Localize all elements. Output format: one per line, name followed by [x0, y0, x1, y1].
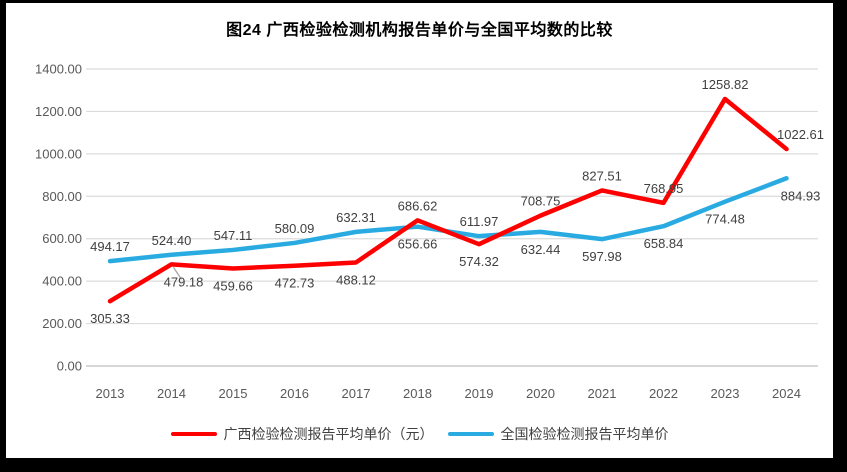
x-tick-label: 2023: [711, 386, 740, 401]
legend-line-swatch-red: [170, 432, 217, 436]
data-label-guangxi: 768.95: [644, 181, 684, 196]
data-label-guangxi: 1022.61: [777, 127, 824, 142]
x-tick-label: 2014: [157, 386, 186, 401]
y-tick-label: 1400.00: [35, 62, 82, 77]
data-label-national: 632.31: [336, 210, 376, 225]
data-label-guangxi: 1258.82: [702, 77, 749, 92]
data-label-guangxi: 708.75: [521, 194, 561, 209]
y-tick-label: 200.00: [42, 316, 82, 331]
data-label-national: 632.44: [521, 242, 561, 257]
x-tick-label: 2018: [403, 386, 432, 401]
x-tick-label: 2021: [588, 386, 617, 401]
legend-line-swatch-blue: [447, 432, 494, 436]
x-tick-label: 2020: [526, 386, 555, 401]
series-line-national: [107, 176, 789, 264]
data-label-national: 658.84: [644, 236, 684, 251]
data-label-guangxi: 305.33: [90, 311, 130, 326]
y-tick-label: 1200.00: [35, 104, 82, 119]
data-label-national: 597.98: [582, 249, 622, 264]
data-label-guangxi: 459.66: [213, 278, 253, 293]
x-tick-label: 2022: [649, 386, 678, 401]
callout-leader-line: [172, 266, 183, 280]
data-label-national: 611.97: [460, 214, 499, 229]
legend-item-national: 全国检验检测报告平均单价: [447, 424, 669, 444]
legend-label-national: 全国检验检测报告平均单价: [500, 426, 669, 442]
x-tick-label: 2015: [219, 386, 248, 401]
data-label-national: 524.40: [152, 233, 192, 248]
data-label-national: 547.11: [214, 228, 253, 243]
x-tick-label: 2017: [342, 386, 371, 401]
y-tick-label: 800.00: [42, 189, 82, 204]
line-chart-plot-area: 0.00 200.00 400.00 600.00 800.00 1000.00 1200.…: [35, 62, 824, 402]
chart-canvas: 图24 广西检验检测机构报告单价与全国平均数的比较 0.00 200.00 400.…: [6, 3, 833, 458]
x-tick-label: 2024: [772, 386, 801, 401]
y-tick-label: 1000.00: [35, 146, 82, 161]
chart-legend: 广西检验检测报告平均单价（元） 全国检验检测报告平均单价: [6, 424, 833, 444]
y-tick-label: 400.00: [42, 274, 82, 289]
x-tick-label: 2013: [96, 386, 125, 401]
data-label-national: 580.09: [275, 221, 315, 236]
y-tick-label: 0.00: [57, 359, 82, 374]
data-label-guangxi: 488.12: [336, 272, 376, 287]
data-label-national: 884.93: [781, 188, 821, 203]
x-tick-label: 2016: [280, 386, 309, 401]
legend-item-guangxi: 广西检验检测报告平均单价（元）: [170, 424, 434, 444]
data-label-national: 774.48: [705, 212, 745, 227]
data-label-guangxi: 686.62: [398, 198, 438, 213]
data-label-guangxi: 827.51: [582, 168, 622, 183]
data-label-guangxi: 472.73: [275, 276, 315, 291]
data-label-national: 656.66: [398, 237, 438, 252]
series-line-guangxi: [107, 96, 789, 304]
legend-label-guangxi: 广西检验检测报告平均单价（元）: [223, 426, 434, 442]
data-label-national: 494.17: [90, 239, 130, 254]
data-label-guangxi: 479.18: [164, 274, 204, 289]
x-tick-label: 2019: [465, 386, 494, 401]
y-tick-label: 600.00: [42, 231, 82, 246]
chart-title: 图24 广西检验检测机构报告单价与全国平均数的比较: [226, 22, 613, 39]
data-label-guangxi: 574.32: [459, 254, 499, 269]
